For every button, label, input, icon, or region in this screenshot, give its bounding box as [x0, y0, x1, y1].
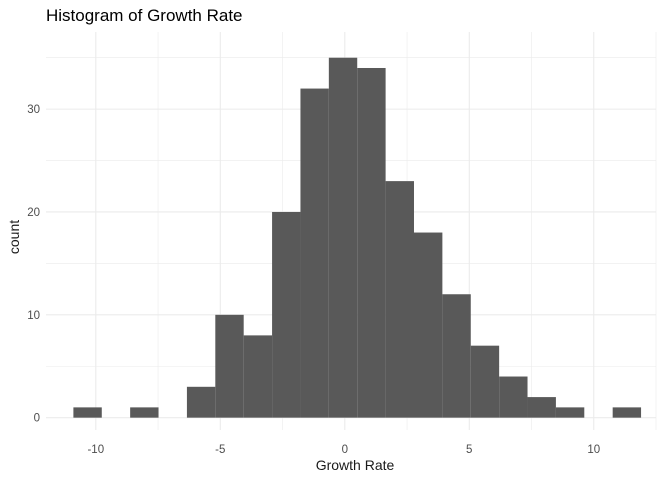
histogram-bar-13: [442, 294, 471, 418]
histogram-bar-7: [272, 211, 301, 418]
histogram-bars: [73, 57, 642, 418]
histogram-bar-14: [470, 345, 500, 418]
y-tick-label: 10: [27, 310, 40, 322]
histogram-bar-4: [186, 386, 216, 418]
histogram-bar-15: [499, 376, 528, 418]
x-tick-label: -10: [87, 444, 104, 456]
tick-labels: -10 -5 0 5 10 0 10 20 30: [27, 104, 600, 456]
histogram-bar-0: [73, 407, 102, 418]
chart-title: Histogram of Growth Rate: [46, 6, 243, 25]
y-tick-label: 30: [27, 104, 40, 116]
histogram-bar-6: [243, 335, 273, 418]
x-tick-label: 5: [466, 444, 472, 456]
y-axis-title: count: [6, 220, 22, 254]
histogram-bar-8: [300, 88, 329, 418]
y-tick-label: 0: [34, 413, 40, 425]
histogram-bar-17: [555, 407, 585, 418]
histogram-bar-10: [357, 67, 386, 418]
x-tick-label: 0: [342, 444, 348, 456]
histogram-bar-11: [385, 181, 414, 418]
x-tick-label: 10: [587, 444, 600, 456]
histogram-bar-2: [130, 407, 159, 418]
histogram-bar-5: [215, 314, 244, 418]
histogram-bar-16: [527, 397, 556, 418]
y-tick-label: 20: [27, 207, 40, 219]
histogram-bar-12: [413, 232, 443, 418]
x-axis-title: Growth Rate: [316, 457, 395, 473]
histogram-bar-9: [328, 57, 358, 418]
histogram-bar-19: [612, 407, 642, 418]
x-tick-label: -5: [215, 444, 225, 456]
